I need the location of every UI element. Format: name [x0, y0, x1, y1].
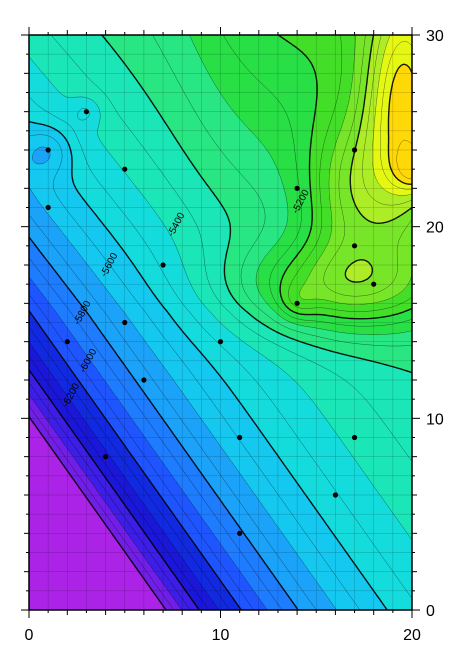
data-point: [103, 454, 109, 460]
contour-line: [189, 35, 412, 335]
data-point: [294, 185, 300, 191]
contour-line: [152, 35, 412, 347]
contour-line: [29, 310, 242, 610]
data-point: [160, 262, 166, 268]
contour-line: [29, 214, 317, 610]
contour-line: [344, 35, 412, 283]
contour-line: [29, 276, 268, 610]
contour-line: [29, 382, 191, 610]
contour-line: [362, 35, 412, 206]
x-tick-label: 0: [25, 627, 34, 644]
contour-line: [29, 405, 174, 610]
data-point: [217, 339, 224, 345]
x-tick-label: 20: [403, 627, 421, 644]
contour-line: [29, 257, 283, 610]
data-point: [45, 204, 51, 211]
contour-line: [222, 35, 412, 327]
contour-line: [29, 326, 230, 610]
contour-line: [29, 120, 388, 610]
data-point: [45, 147, 51, 153]
data-point: [237, 434, 243, 441]
contour-line: [29, 416, 167, 610]
contour-line: [299, 35, 412, 305]
data-point: [371, 281, 377, 287]
x-tick-label: 10: [212, 627, 230, 644]
filled-contour-image: [29, 35, 412, 610]
y-tick-label: 30: [426, 28, 444, 45]
contour-line: [29, 356, 210, 610]
y-tick-label: 10: [426, 411, 444, 428]
y-tick-label: 0: [426, 603, 435, 620]
data-point: [332, 492, 338, 498]
contour-fill: [29, 35, 412, 610]
contour-line: [101, 35, 412, 374]
contour-line: [29, 146, 337, 610]
contour-line: [29, 369, 200, 610]
contour-line: [277, 35, 412, 320]
contour-line: [387, 63, 412, 185]
data-points: [45, 109, 377, 536]
contour-line: [288, 35, 412, 312]
contour-line: [29, 134, 361, 610]
contour-line: [29, 294, 254, 610]
data-point: [122, 166, 128, 172]
contour-line: [372, 35, 412, 196]
contour-line: [29, 236, 299, 610]
data-point: [351, 147, 358, 153]
data-point: [141, 377, 147, 383]
axis-ticks: 0 10 20 0 10 20 30: [21, 27, 444, 644]
contour-line: [29, 394, 183, 610]
grid-lines: [29, 35, 412, 610]
data-point: [351, 434, 358, 441]
data-point: [351, 243, 358, 249]
contour-line: [29, 96, 412, 599]
data-point: [294, 300, 300, 306]
data-point: [122, 319, 128, 326]
contour-line: [396, 139, 412, 180]
y-tick-label: 20: [426, 220, 444, 237]
data-point: [237, 530, 243, 536]
data-point: [83, 109, 90, 115]
contour-line: [29, 342, 220, 610]
data-point: [64, 339, 70, 345]
